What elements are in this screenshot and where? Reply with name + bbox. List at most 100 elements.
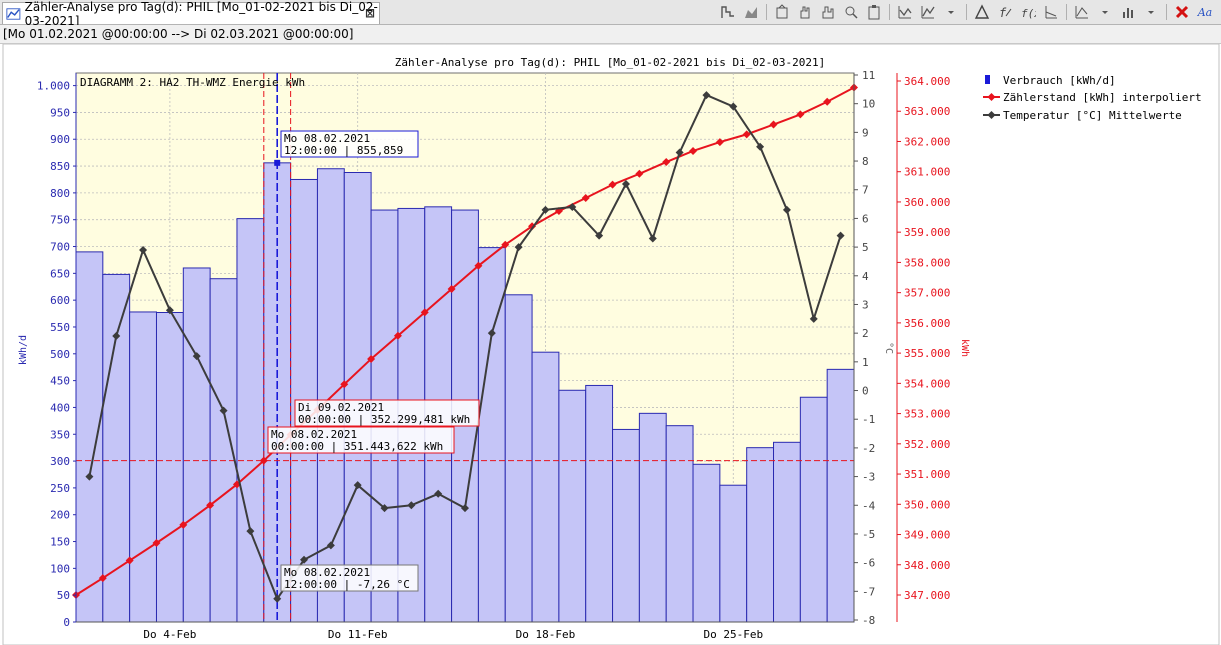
export-icon[interactable]	[772, 3, 792, 21]
bar	[638, 412, 667, 623]
temp-point	[514, 243, 523, 252]
y-tick-mid: -3	[862, 471, 875, 484]
y-tick-mid: 6	[862, 212, 869, 225]
legend: Verbrauch [kWh/d] Zählerstand [kWh] inte…	[983, 74, 1202, 122]
axis-icon[interactable]	[1041, 3, 1061, 21]
y-tick-right: 347.000	[904, 589, 950, 602]
y-tick-right: 351.000	[904, 468, 950, 481]
toolbar-separator	[889, 4, 890, 20]
temp-point	[541, 205, 550, 214]
y-tick-left: 500	[50, 348, 70, 361]
y-tick-left: 200	[50, 509, 70, 522]
y-tick-right: 362.000	[904, 135, 950, 148]
y-tick-mid: 8	[862, 155, 869, 168]
bar	[343, 171, 372, 623]
function-x-icon[interactable]: f(x)	[1018, 3, 1038, 21]
tooltip-box	[294, 399, 480, 427]
axes: 0501001502002503003504004505005506006507…	[37, 69, 950, 641]
y-tick-left: 550	[50, 321, 70, 334]
bar	[236, 218, 265, 623]
tab-close-icon[interactable]: ⊠	[364, 6, 375, 20]
bar	[182, 267, 211, 623]
temp-point	[675, 148, 684, 157]
y-axis-right-label: kWh	[959, 339, 970, 357]
tooltip-box	[267, 426, 455, 454]
series-step-icon[interactable]	[718, 3, 738, 21]
close-red-icon[interactable]	[1172, 3, 1192, 21]
y-tick-mid: -4	[862, 499, 876, 512]
meter-point	[608, 180, 617, 189]
bar	[826, 368, 855, 623]
bar-chart-icon[interactable]	[895, 3, 915, 21]
y-tick-left: 350	[50, 428, 70, 441]
y-tick-right: 348.000	[904, 559, 950, 572]
temp-point	[434, 489, 443, 498]
hand-icon[interactable]	[795, 3, 815, 21]
bars	[75, 162, 855, 623]
tab-title: Zähler-Analyse pro Tag(d): PHIL [Mo_01-0…	[24, 0, 378, 28]
font-icon[interactable]: Aa	[1197, 5, 1213, 19]
y-tick-right: 359.000	[904, 226, 950, 239]
bar-settings-icon[interactable]	[1118, 3, 1138, 21]
bar	[316, 168, 345, 623]
temp-point	[782, 205, 791, 214]
chart-subtitle: DIAGRAMM 2: HA2 TH-WMZ Energie kWh	[80, 76, 305, 89]
meter-series	[72, 83, 858, 599]
y-axis-mid-label: °C	[883, 342, 894, 354]
meter-point	[474, 261, 483, 270]
clipboard-icon[interactable]	[864, 3, 884, 21]
range-label: [Mo 01.02.2021 @00:00:00 --> Di 02.03.20…	[3, 27, 354, 41]
dropdown-icon[interactable]	[941, 3, 961, 21]
bar	[155, 311, 184, 623]
meter-point	[367, 354, 376, 363]
temp-point	[648, 234, 657, 243]
line-chart-icon[interactable]	[918, 3, 938, 21]
tooltip-box	[280, 130, 419, 158]
y-tick-right: 355.000	[904, 347, 950, 360]
temp-point	[273, 594, 282, 603]
temp-point	[219, 406, 228, 415]
y-tick-left: 750	[50, 214, 70, 227]
legend-marker-temp	[987, 111, 996, 119]
y-tick-right: 352.000	[904, 438, 950, 451]
y-tick-right: 364.000	[904, 75, 950, 88]
temp-point	[192, 352, 201, 361]
temp-point	[702, 91, 711, 100]
temp-point	[300, 555, 309, 564]
legend-marker-meter	[987, 93, 996, 101]
bar	[746, 447, 775, 623]
y-tick-right: 360.000	[904, 196, 950, 209]
tooltip-line2: 12:00:00 | -7,26 °C	[284, 578, 410, 591]
hand-zoom-icon[interactable]	[841, 3, 861, 21]
y-tick-mid: 9	[862, 126, 869, 139]
temp-point	[595, 231, 604, 240]
scatter-settings-icon[interactable]	[1072, 3, 1092, 21]
tooltip-line1: Mo 08.02.2021	[271, 428, 357, 441]
y-tick-mid: 3	[862, 298, 869, 311]
bar	[558, 389, 587, 623]
tooltip-line2: 00:00:00 | 351.443,622 kWh	[271, 440, 443, 453]
tooltip-line2: 12:00:00 | 855,859	[284, 144, 403, 157]
bar	[719, 484, 748, 623]
y-tick-mid: 1	[862, 356, 869, 369]
y-tick-mid: 10	[862, 98, 875, 111]
y-tick-left: 0	[63, 616, 70, 629]
meter-point	[823, 97, 832, 106]
editor-tab[interactable]: Zähler-Analyse pro Tag(d): PHIL [Mo_01-0…	[2, 0, 380, 28]
dropdown-icon[interactable]	[1095, 3, 1115, 21]
dropdown-icon[interactable]	[1141, 3, 1161, 21]
bar	[75, 251, 104, 623]
toolbar-separator	[966, 4, 967, 20]
tooltip-box	[280, 564, 419, 592]
hand-pan-icon[interactable]	[818, 3, 838, 21]
y-tick-mid: 5	[862, 241, 869, 254]
y-tick-left: 600	[50, 294, 70, 307]
temp-point	[461, 504, 469, 513]
y-tick-left: 800	[50, 187, 70, 200]
y-axis-left-label: kWh/d	[18, 335, 29, 365]
delta-icon[interactable]	[972, 3, 992, 21]
function-icon[interactable]: f	[995, 3, 1015, 21]
series-area-icon[interactable]	[741, 3, 761, 21]
y-tick-right: 356.000	[904, 317, 950, 330]
y-tick-mid: 7	[862, 184, 869, 197]
